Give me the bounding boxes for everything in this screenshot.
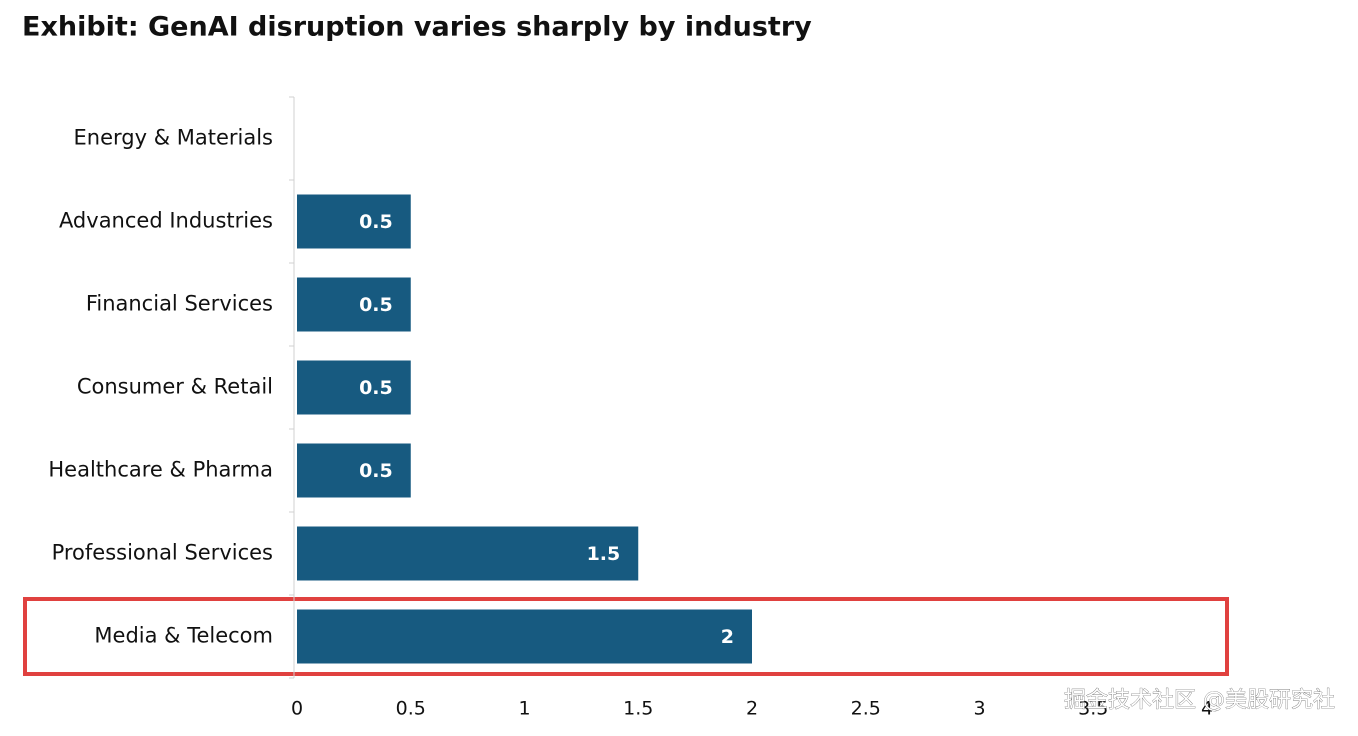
x-tick-label: 1 <box>518 698 530 720</box>
x-tick-label: 2.5 <box>851 698 881 720</box>
bar <box>297 443 411 498</box>
x-tick-label: 0 <box>291 698 303 720</box>
highlight-box <box>23 597 1229 676</box>
x-tick-label: 0.5 <box>396 698 426 720</box>
bar <box>297 609 752 664</box>
value-label: 0.5 <box>359 211 393 233</box>
y-tick-label: Healthcare & Pharma <box>48 458 273 482</box>
value-label: 0.5 <box>359 294 393 316</box>
value-label: 2 <box>721 626 734 648</box>
x-tick-label: 2 <box>746 698 758 720</box>
x-tick-label: 1.5 <box>623 698 653 720</box>
y-tick-label: Energy & Materials <box>74 126 274 150</box>
chart-title: Exhibit: GenAI disruption varies sharply… <box>22 12 812 43</box>
value-label: 1.5 <box>587 543 621 565</box>
x-tick-label: 3 <box>973 698 985 720</box>
bar <box>297 360 411 415</box>
value-label: 0.5 <box>359 377 393 399</box>
y-tick-label: Financial Services <box>86 292 273 316</box>
bar <box>297 194 411 249</box>
x-tick-label: 4 <box>1201 698 1213 720</box>
y-tick-label: Professional Services <box>52 541 273 565</box>
value-label: 0.5 <box>359 460 393 482</box>
y-tick-label: Consumer & Retail <box>77 375 273 399</box>
y-tick-label: Media & Telecom <box>94 624 273 648</box>
bar <box>297 526 639 581</box>
y-tick-label: Advanced Industries <box>59 209 273 233</box>
watermark: 掘金技术社区 @美股研究社 <box>1064 688 1335 713</box>
x-tick-label: 3.5 <box>1078 698 1108 720</box>
bar <box>297 277 411 332</box>
